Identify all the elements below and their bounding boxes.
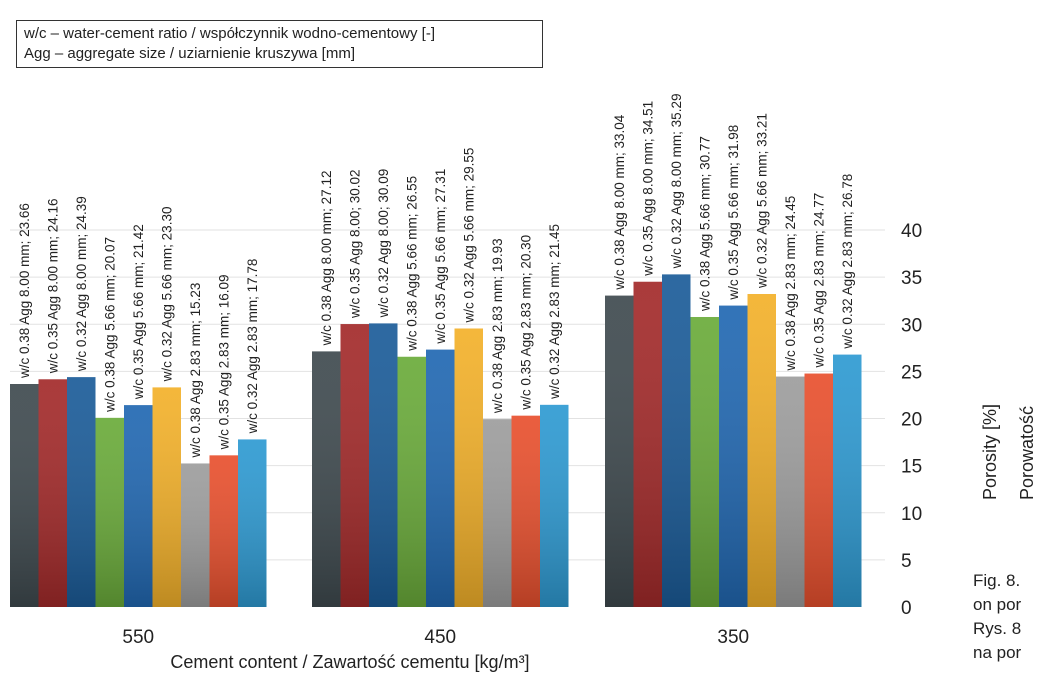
caption-line-4: na por	[973, 643, 1022, 662]
bar-data-label: w/c 0.32 Agg 8.00; 30.09	[376, 169, 391, 319]
y-axis: 0 5 10 15 20 25 30 35 40	[901, 221, 922, 619]
bar-shading	[38, 379, 67, 607]
bar-data-label: w/c 0.38 Agg 2.83 mm; 19.93	[490, 238, 505, 414]
bar-data-label: w/c 0.35 Agg 5.66 mm; 31.98	[726, 125, 741, 301]
y-tick-label: 25	[901, 362, 922, 383]
x-axis: 550 450 350	[122, 627, 749, 648]
bar-data-label: w/c 0.32 Agg 2.83 mm; 21.45	[547, 224, 562, 400]
bar-data-label: w/c 0.35 Agg 8.00; 30.02	[348, 169, 363, 319]
bar-data-label: w/c 0.35 Agg 2.83 mm; 20.30	[519, 235, 534, 411]
bar-shading	[397, 356, 426, 607]
bar-shading	[690, 316, 719, 607]
bar-data-label: w/c 0.38 Agg 8.00 mm; 33.04	[612, 114, 627, 290]
bar-data-label: w/c 0.35 Agg 5.66 mm; 27.31	[433, 169, 448, 345]
y-tick-label: 30	[901, 315, 922, 336]
bar-shading	[10, 384, 39, 607]
y-tick-label: 35	[901, 268, 922, 289]
bar-data-label: w/c 0.38 Agg 5.66 mm; 26.55	[405, 176, 420, 352]
caption-line-1: Fig. 8.	[973, 571, 1021, 590]
y-tick-label: 20	[901, 410, 922, 431]
bar-shading	[719, 305, 748, 607]
bar-data-label: w/c 0.32 Agg 8.00 mm; 24.39	[74, 196, 89, 372]
bars	[10, 274, 862, 607]
bar-shading	[833, 354, 862, 607]
legend-line-agg: Agg – aggregate size / uziarnienie krusz…	[24, 45, 355, 62]
bar-shading	[662, 274, 691, 607]
legend-box: w/c – water-cement ratio / współczynnik …	[16, 20, 543, 68]
bar-shading	[238, 439, 267, 607]
y-tick-label: 10	[901, 504, 922, 525]
bar-shading	[804, 373, 833, 607]
bar-data-label: w/c 0.32 Agg 8.00 mm; 35.29	[669, 94, 684, 270]
bar-shading	[95, 417, 124, 607]
x-tick-label: 450	[424, 627, 456, 648]
bar-shading	[776, 376, 805, 607]
bar-shading	[747, 293, 776, 607]
bar-shading	[340, 324, 369, 607]
y-axis-label-line: Porosity [%]	[980, 404, 1000, 500]
bar-shading	[181, 463, 210, 607]
x-tick-label: 350	[717, 627, 749, 648]
bar-data-label: w/c 0.35 Agg 2.83 mm; 16.09	[217, 274, 232, 450]
bar-data-label: w/c 0.32 Agg 2.83 mm; 26.78	[840, 174, 855, 350]
legend-line-wc: w/c – water-cement ratio / współczynnik …	[24, 25, 435, 42]
bar-shading	[605, 295, 634, 607]
x-tick-label: 550	[122, 627, 154, 648]
bar-labels: w/c 0.38 Agg 8.00 mm; 23.66 w/c 0.35 Agg …	[17, 94, 855, 459]
y-tick-label: 40	[901, 221, 922, 242]
bar-shading	[209, 455, 238, 607]
bar-shading	[369, 323, 398, 607]
bar-shading	[483, 419, 512, 607]
bar-shading	[67, 377, 96, 607]
bar-data-label: w/c 0.35 Agg 8.00 mm; 24.16	[46, 198, 61, 374]
bar-data-label: w/c 0.32 Agg 2.83 mm; 17.78	[245, 259, 260, 435]
y-tick-label: 15	[901, 457, 922, 478]
bar-shading	[426, 349, 455, 607]
y-axis-label: Porosity [%] Porowatość	[980, 404, 1037, 500]
bar-data-label: w/c 0.35 Agg 8.00 mm; 34.51	[641, 101, 656, 277]
bar-shading	[633, 281, 662, 607]
bar-shading	[540, 404, 569, 607]
bar-shading	[312, 351, 341, 607]
caption-line-3: Rys. 8	[973, 619, 1022, 638]
x-axis-label: Cement content / Zawartość cementu [kg/m…	[150, 652, 550, 673]
bar-shading	[124, 405, 153, 607]
bar-shading	[454, 328, 483, 607]
bar-data-label: w/c 0.35 Agg 2.83 mm; 24.77	[812, 193, 827, 369]
bar-data-label: w/c 0.35 Agg 5.66 mm; 21.42	[131, 224, 146, 400]
bar-data-label: w/c 0.32 Agg 5.66 mm; 29.55	[462, 148, 477, 324]
bar-data-label: w/c 0.38 Agg 2.83 mm; 24.45	[783, 196, 798, 372]
bar-data-label: w/c 0.38 Agg 8.00 mm; 23.66	[17, 203, 32, 379]
caption-line-2: on por	[973, 595, 1022, 614]
bar-data-label: w/c 0.38 Agg 5.66 mm; 30.77	[698, 136, 713, 312]
bar-data-label: w/c 0.38 Agg 8.00 mm; 27.12	[319, 171, 334, 347]
y-tick-label: 5	[901, 551, 912, 572]
bar-data-label: w/c 0.38 Agg 2.83 mm; 15.23	[188, 283, 203, 459]
y-axis-label-line: Porowatość	[1017, 406, 1037, 500]
x-axis-label-text: Cement content / Zawartość cementu [kg/m…	[170, 652, 530, 672]
bar-shading	[152, 387, 181, 607]
bar-data-label: w/c 0.38 Agg 5.66 mm; 20.07	[103, 237, 118, 413]
bar-data-label: w/c 0.32 Agg 5.66 mm; 33.21	[755, 113, 770, 289]
y-tick-label: 0	[901, 598, 912, 619]
bar-shading	[511, 415, 540, 607]
bar-data-label: w/c 0.32 Agg 5.66 mm; 23.30	[160, 207, 175, 383]
